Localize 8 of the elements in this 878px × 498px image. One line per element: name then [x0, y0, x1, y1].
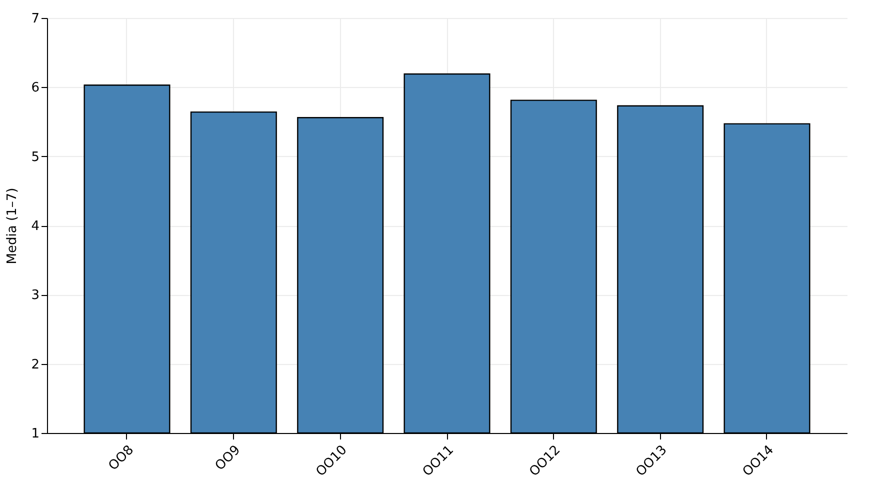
y-axis-title: Media (1–7) — [5, 188, 20, 264]
y-tick-label: 6 — [31, 80, 40, 96]
y-tick-label: 7 — [31, 12, 40, 26]
y-tick-label: 3 — [31, 288, 40, 304]
y-tick-label: 1 — [31, 426, 40, 442]
y-tick-label: 5 — [31, 150, 40, 165]
y-tick-label: 4 — [31, 219, 40, 234]
y-tick-label: 2 — [31, 357, 40, 372]
